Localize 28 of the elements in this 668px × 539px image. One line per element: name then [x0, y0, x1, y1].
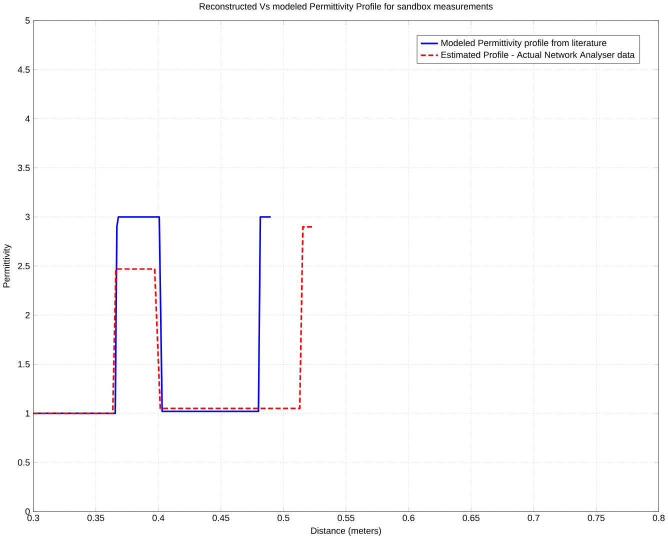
y-tick-label: 0.5	[18, 459, 30, 466]
x-axis-title: Distance (meters)	[311, 527, 381, 536]
y-tick-label: 4	[25, 116, 30, 122]
y-tick-label: 2	[26, 312, 30, 318]
x-tick-label: 0.6	[402, 514, 414, 522]
x-tick-label: 0.65	[462, 514, 480, 522]
line-series	[33, 226, 315, 414]
y-tick-label: 2.5	[18, 263, 30, 270]
x-tick-label: 0.35	[87, 514, 104, 522]
y-tick-label: 0	[25, 508, 30, 515]
y-tick-label: 5	[25, 18, 30, 24]
y-tick-label: 1.5	[18, 361, 30, 368]
chart-title: Reconstructed Vs modeled Permittivity Profile for sandbox measurements	[200, 3, 493, 12]
x-tick-label: 0.5	[278, 514, 290, 522]
x-tick-label: 0.4	[152, 514, 164, 522]
y-tick-label: 3	[25, 214, 30, 220]
x-tick-label: 0.8	[652, 514, 665, 522]
legend-label: Modeled Permittivity profile from literature	[441, 40, 606, 48]
y-tick-label: 4.5	[18, 66, 30, 73]
y-tick-label: 3.5	[18, 164, 30, 172]
x-tick-label: 0.7	[528, 514, 540, 522]
y-axis-title: Permittivity	[3, 244, 12, 288]
x-tick-label: 0.75	[588, 514, 605, 522]
x-tick-label: 0.45	[212, 514, 230, 522]
x-tick-label: 0.3	[27, 514, 40, 522]
legend-label: Estimated Profile - Actual Network Analyser data	[441, 52, 635, 60]
x-tick-label: 0.55	[338, 514, 354, 522]
y-tick-label: 1	[26, 410, 30, 417]
